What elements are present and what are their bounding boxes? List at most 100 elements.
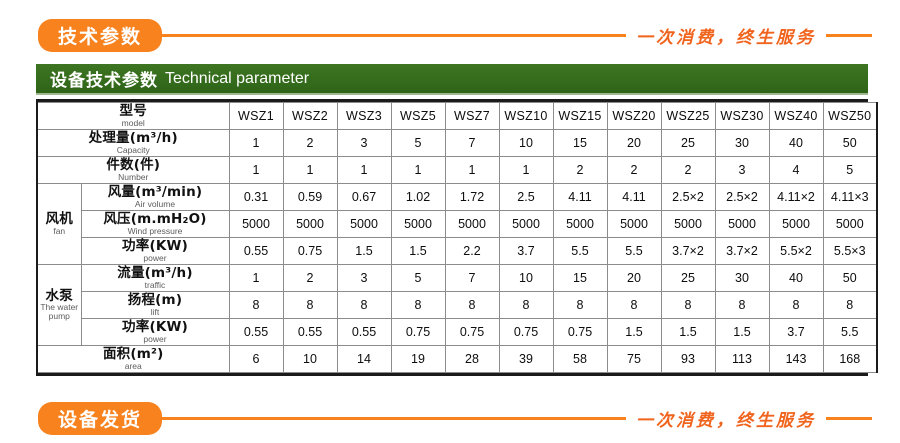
cell: 5.5×2	[768, 237, 824, 265]
row-label-number: 件数(件) Number	[36, 156, 230, 184]
cell: 1	[336, 156, 392, 184]
cell: 30	[714, 129, 770, 157]
cell: 0.55	[228, 318, 284, 346]
row-label-en: power	[143, 252, 167, 263]
spec-table-wrapper: 型号 model WSZ1 WSZ2 WSZ3 WSZ5 WSZ7 WSZ10 …	[36, 99, 878, 376]
cell: 5000	[498, 210, 554, 238]
row-label-cn: 风量(m³/min)	[107, 184, 203, 201]
cell: 5000	[282, 210, 338, 238]
cell: 75	[606, 345, 662, 373]
cell: 5.5	[822, 318, 878, 346]
row-label-cn: 功率(KW)	[122, 238, 188, 255]
cell: 3.7×2	[714, 237, 770, 265]
table-row: 风机 fan 风量(m³/min) Air volume 0.31 0.59 0…	[36, 183, 878, 265]
row-label-cn: 处理量(m³/h)	[88, 130, 178, 147]
cell: 8	[714, 291, 770, 319]
cell: 4.11	[606, 183, 662, 211]
section-banner-top: 技术参数 一次消费，终生服务	[0, 12, 900, 58]
row-label-en: traffic	[144, 279, 166, 290]
cell: 0.75	[390, 318, 446, 346]
table-title-bar: 设备技术参数 Technical parameter	[36, 64, 868, 95]
col-header: WSZ20	[606, 102, 662, 130]
cell: 8	[498, 291, 554, 319]
cell: 2.5	[498, 183, 554, 211]
cell: 0.55	[282, 318, 338, 346]
table-row: 件数(件) Number 1 1 1 1 1 1 2 2 2 3 4 5	[36, 156, 878, 184]
cell: 0.67	[336, 183, 392, 211]
cell: 8	[390, 291, 446, 319]
slogan-bottom: 一次消费，终生服务	[636, 410, 816, 431]
cell: 1	[228, 129, 284, 157]
cell: 143	[768, 345, 824, 373]
cell: 58	[552, 345, 608, 373]
cell: 1.5	[660, 318, 716, 346]
row-label-lift: 扬程(m) lift	[80, 291, 230, 319]
cell: 40	[768, 129, 824, 157]
cell: 8	[606, 291, 662, 319]
cell: 28	[444, 345, 500, 373]
col-header: WSZ3	[336, 102, 392, 130]
cell: 5.5	[606, 237, 662, 265]
cell: 5	[822, 156, 878, 184]
row-label-traffic: 流量(m³/h) traffic	[80, 264, 230, 292]
cell: 3.7	[498, 237, 554, 265]
cell: 4	[768, 156, 824, 184]
col-header: WSZ10	[498, 102, 554, 130]
table-row: 水泵 The water pump 流量(m³/h) traffic 1 2 3…	[36, 264, 878, 346]
col-header: WSZ2	[282, 102, 338, 130]
cell: 2.5×2	[714, 183, 770, 211]
cell: 2.5×2	[660, 183, 716, 211]
col-header: WSZ15	[552, 102, 608, 130]
cell: 8	[228, 291, 284, 319]
cell: 6	[228, 345, 284, 373]
cell: 3.7×2	[660, 237, 716, 265]
cell: 1	[498, 156, 554, 184]
cell: 0.55	[336, 318, 392, 346]
banner-rule-tail-bottom	[826, 416, 872, 420]
cell: 2	[660, 156, 716, 184]
cell: 5	[390, 264, 446, 292]
col-header: WSZ30	[714, 102, 770, 130]
cell: 1	[444, 156, 500, 184]
cell: 1	[282, 156, 338, 184]
cell: 0.31	[228, 183, 284, 211]
row-label-en: model	[121, 117, 145, 128]
cell: 2	[282, 129, 338, 157]
cell: 1.5	[336, 237, 392, 265]
cell: 19	[390, 345, 446, 373]
cell: 5000	[714, 210, 770, 238]
slogan-top: 一次消费，终生服务	[636, 27, 816, 48]
cell: 5.5×3	[822, 237, 878, 265]
cell: 50	[822, 264, 878, 292]
cell: 1.72	[444, 183, 500, 211]
section-title-pill-top: 技术参数	[38, 18, 162, 52]
cell: 40	[768, 264, 824, 292]
cell: 8	[336, 291, 392, 319]
cell: 10	[498, 264, 554, 292]
cell: 8	[660, 291, 716, 319]
cell: 1.02	[390, 183, 446, 211]
col-header: WSZ40	[768, 102, 824, 130]
row-label-capacity: 处理量(m³/h) Capacity	[36, 129, 230, 157]
row-label-en: area	[124, 360, 142, 371]
row-label-cn: 流量(m³/h)	[117, 265, 193, 282]
row-label-area: 面积(m²) area	[36, 345, 230, 373]
group-label-pump: 水泵 The water pump	[36, 264, 82, 346]
cell: 5000	[552, 210, 608, 238]
row-label-en: Capacity	[116, 144, 150, 155]
cell: 7	[444, 129, 500, 157]
cell: 1.5	[606, 318, 662, 346]
cell: 8	[444, 291, 500, 319]
table-row-header: 型号 model WSZ1 WSZ2 WSZ3 WSZ5 WSZ7 WSZ10 …	[36, 102, 878, 130]
banner-rule-top	[162, 33, 626, 37]
cell: 1	[228, 156, 284, 184]
row-label-en: Wind pressure	[127, 225, 183, 236]
cell: 5000	[768, 210, 824, 238]
row-label-pump-power: 功率(KW) power	[80, 318, 230, 346]
row-label-cn: 风压(m.mH₂O)	[103, 211, 207, 228]
table-row: 处理量(m³/h) Capacity 1 2 3 5 7 10 15 20 25…	[36, 129, 878, 157]
cell: 0.55	[228, 237, 284, 265]
cell: 2	[552, 156, 608, 184]
table-row: 扬程(m) lift 8 8 8 8 8 8 8 8 8 8 8 8	[37, 291, 878, 319]
col-header: WSZ25	[660, 102, 716, 130]
